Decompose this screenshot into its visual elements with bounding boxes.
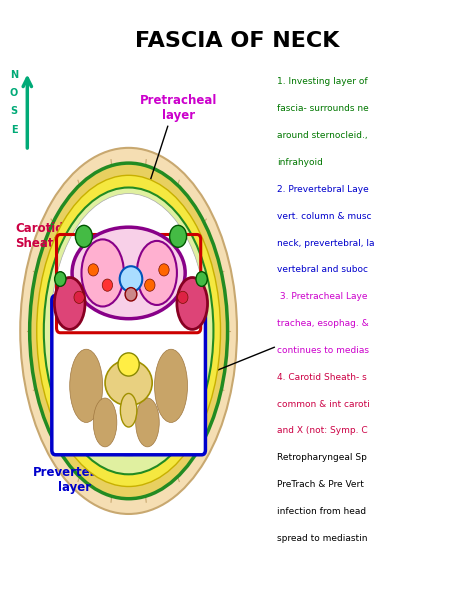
Text: continues to medias: continues to medias bbox=[277, 346, 369, 355]
Ellipse shape bbox=[55, 272, 66, 286]
Ellipse shape bbox=[102, 279, 113, 291]
Ellipse shape bbox=[136, 398, 159, 447]
Ellipse shape bbox=[30, 163, 228, 499]
Ellipse shape bbox=[170, 226, 187, 247]
Text: infection from head: infection from head bbox=[277, 507, 366, 516]
Ellipse shape bbox=[72, 227, 185, 319]
Text: neck, prevertebral, la: neck, prevertebral, la bbox=[277, 238, 374, 248]
Ellipse shape bbox=[178, 291, 188, 303]
Ellipse shape bbox=[55, 278, 85, 329]
Ellipse shape bbox=[177, 278, 208, 329]
Text: Prevertebral
layer: Prevertebral layer bbox=[33, 466, 116, 495]
Ellipse shape bbox=[75, 226, 92, 247]
Text: S: S bbox=[10, 106, 18, 116]
Ellipse shape bbox=[118, 353, 139, 376]
FancyBboxPatch shape bbox=[52, 295, 205, 455]
Ellipse shape bbox=[145, 279, 155, 291]
Ellipse shape bbox=[155, 349, 188, 422]
Text: vertebral and suboc: vertebral and suboc bbox=[277, 265, 368, 275]
Ellipse shape bbox=[36, 175, 220, 487]
Text: 4. Carotid Sheath- s: 4. Carotid Sheath- s bbox=[277, 373, 367, 382]
Ellipse shape bbox=[120, 394, 137, 427]
Text: Pretracheal
layer: Pretracheal layer bbox=[139, 94, 217, 122]
Text: Carotid
Sheath: Carotid Sheath bbox=[16, 223, 64, 250]
Text: Retropharyngeal Sp: Retropharyngeal Sp bbox=[277, 454, 367, 462]
Ellipse shape bbox=[82, 239, 124, 306]
Text: trachea, esophag. &: trachea, esophag. & bbox=[277, 319, 369, 328]
Ellipse shape bbox=[44, 188, 213, 474]
Text: around sternocleid.,: around sternocleid., bbox=[277, 131, 368, 140]
Text: fascia- surrounds ne: fascia- surrounds ne bbox=[277, 104, 369, 113]
Text: infrahyoid: infrahyoid bbox=[277, 158, 323, 167]
Ellipse shape bbox=[105, 360, 152, 406]
Text: spread to mediastin: spread to mediastin bbox=[277, 534, 367, 543]
Text: O: O bbox=[10, 88, 18, 98]
Text: FASCIA OF NECK: FASCIA OF NECK bbox=[135, 31, 339, 51]
Text: and X (not: Symp. C: and X (not: Symp. C bbox=[277, 427, 368, 435]
Ellipse shape bbox=[70, 349, 103, 422]
Ellipse shape bbox=[74, 291, 84, 303]
Ellipse shape bbox=[125, 287, 137, 301]
Text: 3. Pretracheal Laye: 3. Pretracheal Laye bbox=[277, 292, 367, 301]
Text: N: N bbox=[10, 70, 18, 80]
Ellipse shape bbox=[159, 264, 169, 276]
Text: 1. Investing layer of: 1. Investing layer of bbox=[277, 77, 368, 86]
Ellipse shape bbox=[196, 272, 207, 286]
Ellipse shape bbox=[115, 359, 143, 401]
Ellipse shape bbox=[51, 194, 206, 456]
Ellipse shape bbox=[88, 264, 99, 276]
Text: 2. Prevertebral Laye: 2. Prevertebral Laye bbox=[277, 185, 369, 194]
Ellipse shape bbox=[93, 398, 117, 447]
Text: E: E bbox=[11, 124, 18, 134]
Text: vert. column & musc: vert. column & musc bbox=[277, 211, 372, 221]
Text: PreTrach & Pre Vert: PreTrach & Pre Vert bbox=[277, 480, 364, 489]
Ellipse shape bbox=[119, 266, 142, 292]
Text: common & int caroti: common & int caroti bbox=[277, 400, 370, 409]
Ellipse shape bbox=[137, 241, 177, 305]
Ellipse shape bbox=[20, 148, 237, 514]
